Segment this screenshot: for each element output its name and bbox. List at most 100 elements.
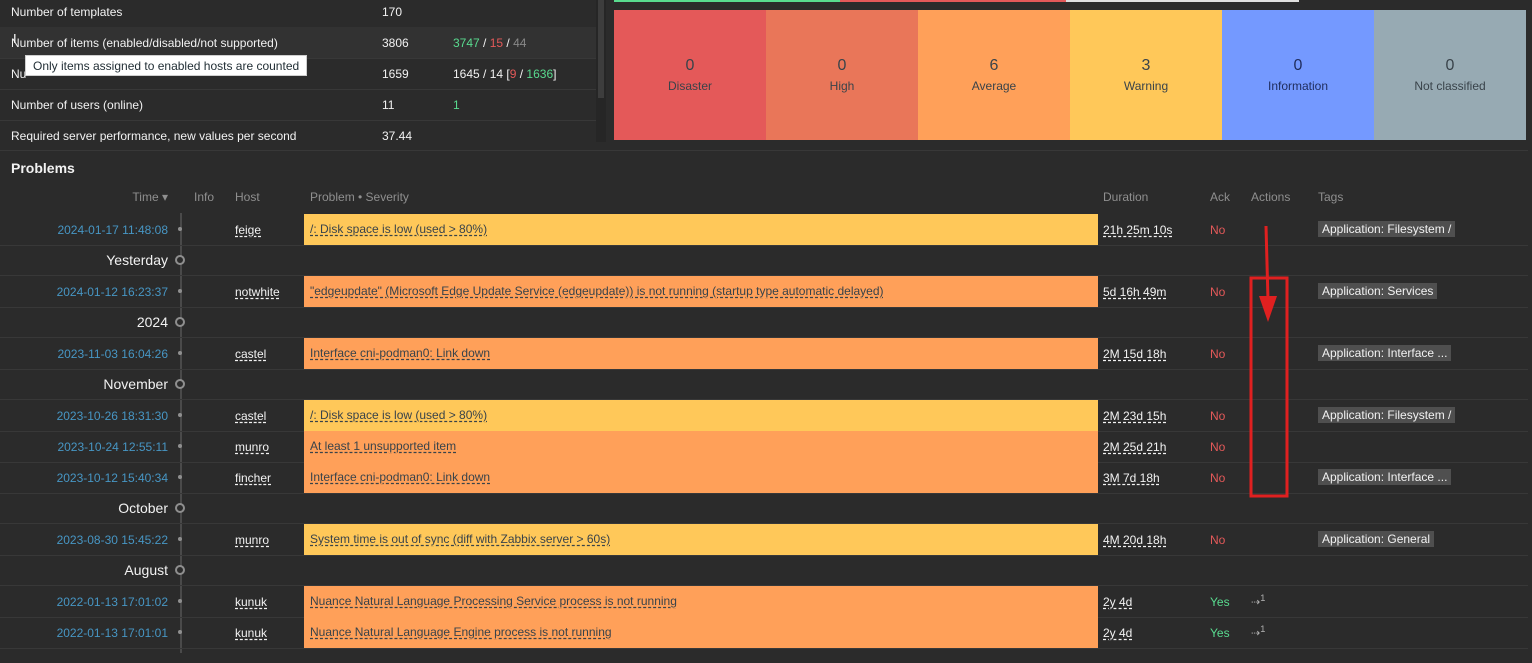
action-count: 1: [1260, 624, 1266, 634]
problem-time-link[interactable]: 2022-01-13 17:01:02: [56, 595, 168, 609]
severity-box-warning[interactable]: 3 Warning: [1070, 10, 1222, 140]
duration-link[interactable]: 4M 20d 18h: [1103, 533, 1167, 547]
problem-name[interactable]: Nuance Natural Language Processing Servi…: [310, 594, 677, 608]
parameter-label: Nu: [11, 67, 27, 81]
severity-box-disaster[interactable]: 0 Disaster: [614, 10, 766, 140]
severity-name: Warning: [1123, 79, 1169, 93]
duration-link[interactable]: 5d 16h 49m: [1103, 285, 1167, 299]
timeline-group: August: [0, 555, 1528, 586]
problem-name[interactable]: System time is out of sync (diff with Za…: [310, 532, 611, 546]
severity-box-average[interactable]: 6 Average: [918, 10, 1070, 140]
host-link[interactable]: notwhite: [235, 285, 280, 299]
timeline-dot-icon: [178, 537, 182, 541]
host-link[interactable]: castel: [235, 347, 267, 361]
host-link[interactable]: fincher: [235, 471, 272, 485]
problem-cell[interactable]: /: Disk space is low (used > 80%): [304, 214, 1098, 245]
duration-link[interactable]: 2M 23d 15h: [1103, 409, 1167, 423]
timeline-circle-icon: [175, 565, 185, 575]
timeline-dot-icon: [178, 227, 182, 231]
duration-link[interactable]: 2M 25d 21h: [1103, 440, 1167, 454]
tag-badge[interactable]: Application: Filesystem /: [1318, 221, 1456, 237]
severity-count: 6: [989, 57, 999, 74]
header-actions: Actions: [1251, 190, 1291, 204]
problem-time-link[interactable]: 2023-10-26 18:31:30: [56, 409, 168, 423]
host-link[interactable]: feige: [235, 223, 262, 237]
duration-link[interactable]: 3M 7d 18h: [1103, 471, 1160, 485]
ack-link[interactable]: Yes: [1210, 595, 1230, 609]
problem-name[interactable]: "edgeupdate" (Microsoft Edge Update Serv…: [310, 284, 884, 298]
problem-name[interactable]: Interface cni-podman0: Link down: [310, 346, 491, 360]
host-link[interactable]: kunuk: [235, 626, 268, 640]
tag-badge[interactable]: Application: Filesystem /: [1318, 407, 1456, 423]
problem-cell[interactable]: "edgeupdate" (Microsoft Edge Update Serv…: [304, 276, 1098, 307]
ack-link[interactable]: No: [1210, 409, 1226, 423]
problem-row: 2023-10-12 15:40:34 fincher Interface cni-…: [0, 462, 1528, 494]
ack-link[interactable]: No: [1210, 223, 1226, 237]
problem-time-link[interactable]: 2024-01-17 11:48:08: [57, 223, 168, 237]
detail-part: 1636: [526, 67, 554, 81]
severity-box-information[interactable]: 0 Information: [1222, 10, 1374, 140]
ack-link[interactable]: Yes: [1210, 626, 1230, 640]
ack-link[interactable]: No: [1210, 471, 1226, 485]
timeline-label: Yesterday: [106, 252, 168, 268]
problem-cell[interactable]: Interface cni-podman0: Link down: [304, 338, 1098, 369]
problem-time-link[interactable]: 2023-08-30 15:45:22: [56, 533, 168, 547]
problem-cell[interactable]: Interface cni-podman0: Link down: [304, 462, 1098, 493]
problem-cell[interactable]: At least 1 unsupported item: [304, 431, 1098, 462]
problem-time-link[interactable]: 2024-01-12 16:23:37: [56, 285, 168, 299]
problem-name[interactable]: Interface cni-podman0: Link down: [310, 470, 491, 484]
problem-row: 2022-01-13 17:01:02 kunuk Nuance Natural L…: [0, 586, 1528, 618]
header-time[interactable]: Time ▾: [132, 190, 168, 204]
problem-cell[interactable]: Nuance Natural Language Processing Servi…: [304, 586, 1098, 617]
timeline-line: [180, 213, 182, 653]
ack-link[interactable]: No: [1210, 533, 1226, 547]
problem-name[interactable]: /: Disk space is low (used > 80%): [310, 222, 488, 236]
duration-link[interactable]: 2y 4d: [1103, 626, 1133, 640]
timeline-dot-icon: [178, 475, 182, 479]
ack-link[interactable]: No: [1210, 440, 1226, 454]
header-problem[interactable]: Problem • Severity: [310, 190, 409, 204]
timeline-dot-icon: [178, 444, 182, 448]
actions-icon[interactable]: ⇢1: [1251, 624, 1265, 640]
tag-badge[interactable]: Application: Interface ...: [1318, 345, 1452, 361]
problem-time-link[interactable]: 2023-10-24 12:55:11: [57, 440, 168, 454]
problem-cell[interactable]: Nuance Natural Language Engine process i…: [304, 617, 1098, 648]
problem-cell[interactable]: System time is out of sync (diff with Za…: [304, 524, 1098, 555]
duration-link[interactable]: 2M 15d 18h: [1103, 347, 1167, 361]
host-link[interactable]: kunuk: [235, 595, 268, 609]
parameter-label: Number of items (enabled/disabled/not su…: [11, 36, 278, 50]
header-info: Info: [194, 190, 215, 204]
problem-time-link[interactable]: 2022-01-13 17:01:01: [56, 626, 168, 640]
problem-name[interactable]: /: Disk space is low (used > 80%): [310, 408, 488, 422]
severity-strip: [614, 0, 1299, 2]
action-arrow-icon: ⇢: [1251, 596, 1261, 609]
host-link[interactable]: castel: [235, 409, 267, 423]
header-host[interactable]: Host: [235, 190, 260, 204]
ack-link[interactable]: No: [1210, 285, 1226, 299]
scrollbar-thumb[interactable]: [598, 0, 604, 98]
tag-badge[interactable]: Application: Services: [1318, 283, 1438, 299]
system-info-row: Required server performance, new values …: [0, 120, 596, 142]
problem-name[interactable]: Nuance Natural Language Engine process i…: [310, 625, 612, 639]
host-link[interactable]: munro: [235, 440, 270, 454]
problem-time-link[interactable]: 2023-10-12 15:40:34: [56, 471, 168, 485]
tooltip: Only items assigned to enabled hosts are…: [25, 55, 308, 76]
problem-row: 2023-08-30 15:45:22 munro System time is o…: [0, 524, 1528, 556]
detail-part: /: [516, 67, 527, 81]
timeline-dot-icon: [178, 413, 182, 417]
duration-link[interactable]: 21h 25m 10s: [1103, 223, 1173, 237]
actions-icon[interactable]: ⇢1: [1251, 593, 1265, 609]
problem-name[interactable]: At least 1 unsupported item: [310, 439, 457, 453]
ack-link[interactable]: No: [1210, 347, 1226, 361]
problem-cell[interactable]: /: Disk space is low (used > 80%): [304, 400, 1098, 431]
detail-part: 1645 / 14 [: [453, 67, 510, 81]
host-link[interactable]: munro: [235, 533, 270, 547]
severity-box-not-classified[interactable]: 0 Not classified: [1374, 10, 1526, 140]
tag-badge[interactable]: Application: General: [1318, 531, 1435, 547]
duration-link[interactable]: 2y 4d: [1103, 595, 1133, 609]
system-info-scrollbar[interactable]: [596, 0, 606, 142]
severity-name: Not classified: [1414, 79, 1486, 93]
tag-badge[interactable]: Application: Interface ...: [1318, 469, 1452, 485]
severity-box-high[interactable]: 0 High: [766, 10, 918, 140]
problem-time-link[interactable]: 2023-11-03 16:04:26: [57, 347, 168, 361]
